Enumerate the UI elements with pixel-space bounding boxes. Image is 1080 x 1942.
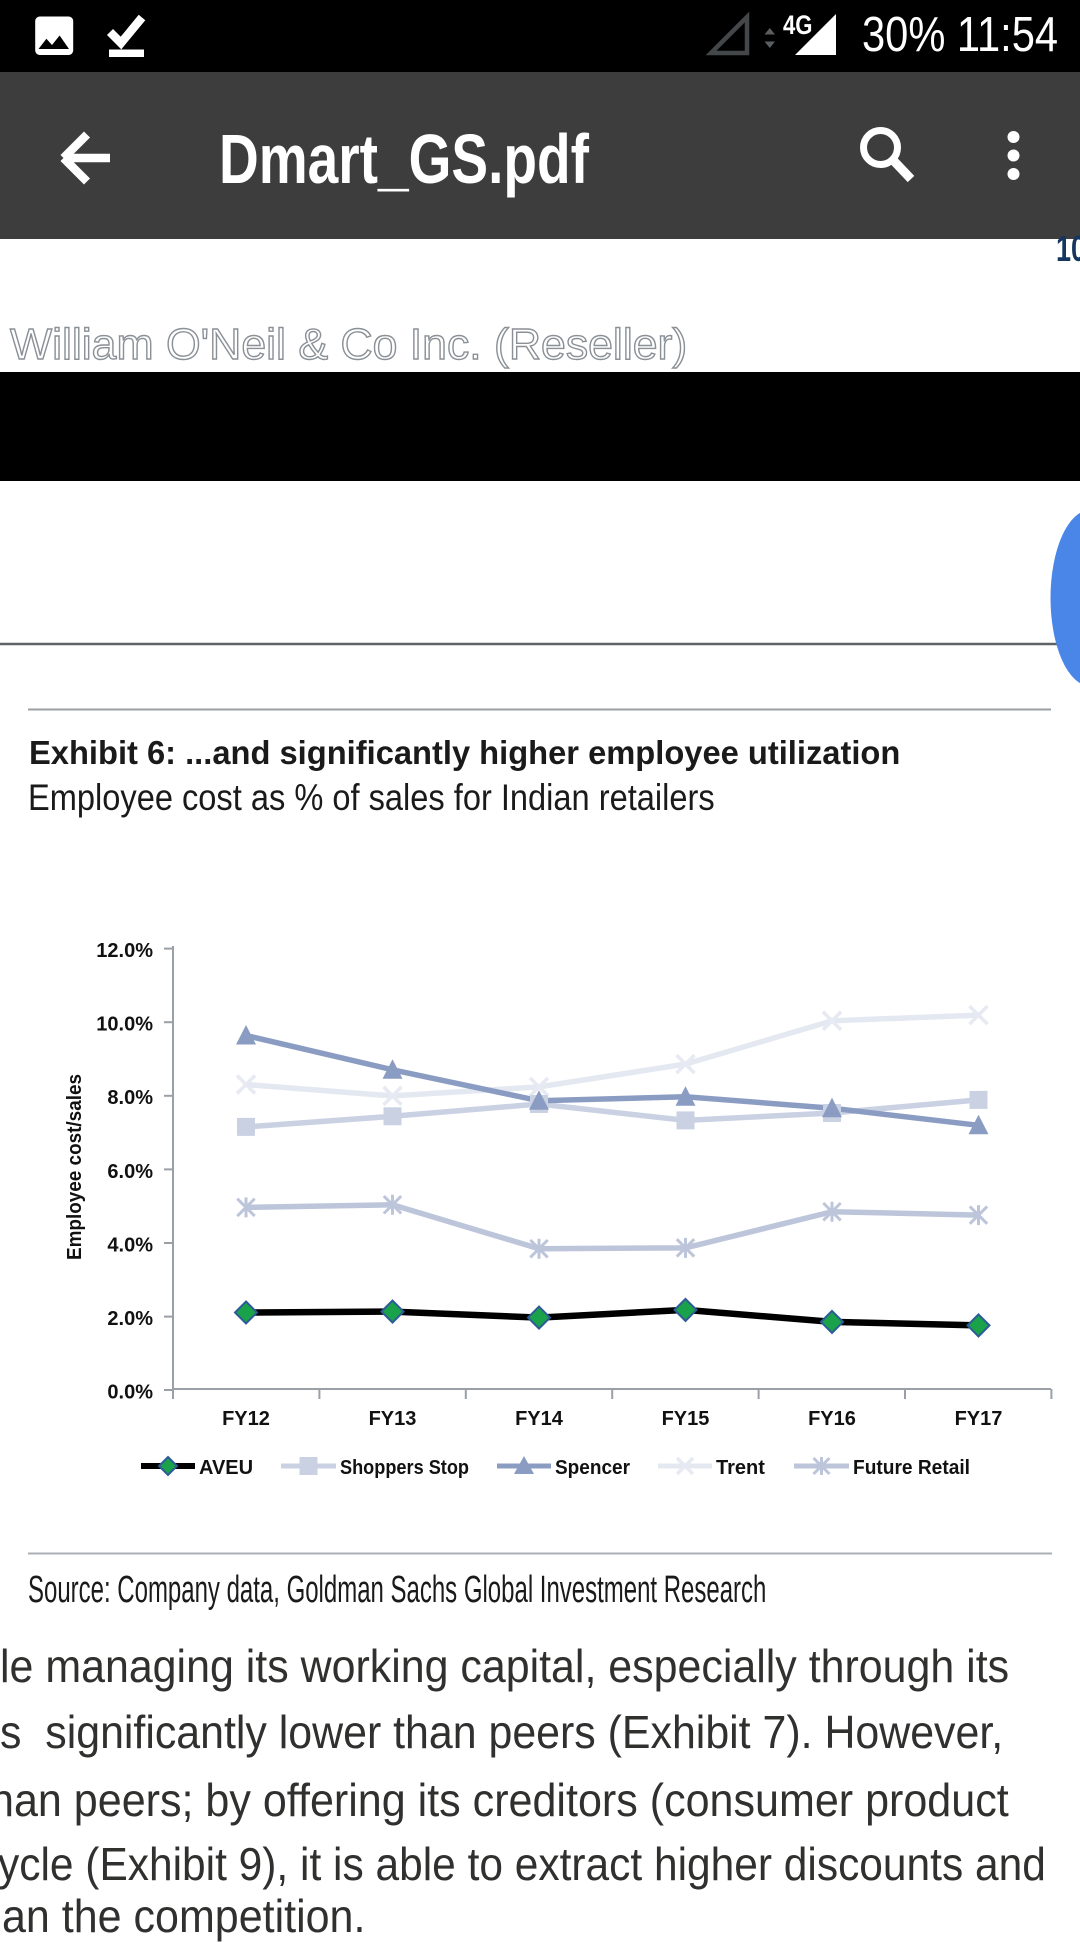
svg-text:Shoppers Stop: Shoppers Stop [340, 1457, 469, 1479]
svg-text:FY17: FY17 [955, 1408, 1003, 1430]
svg-text:FY16: FY16 [808, 1408, 856, 1430]
svg-text:8.0%: 8.0% [107, 1087, 153, 1109]
svg-text:10.0%: 10.0% [96, 1014, 153, 1036]
svg-text:6.0%: 6.0% [107, 1161, 153, 1183]
svg-text:2.0%: 2.0% [107, 1308, 153, 1330]
svg-text:Future Retail: Future Retail [853, 1457, 970, 1479]
svg-text:FY15: FY15 [662, 1408, 710, 1430]
svg-text:0.0%: 0.0% [107, 1381, 153, 1403]
svg-text:4.0%: 4.0% [107, 1234, 153, 1256]
svg-text:AVEU: AVEU [199, 1457, 253, 1479]
svg-text:Spencer: Spencer [555, 1457, 630, 1479]
svg-text:FY14: FY14 [515, 1408, 564, 1430]
svg-text:Trent: Trent [716, 1457, 765, 1479]
svg-text:FY13: FY13 [369, 1408, 417, 1430]
svg-text:12.0%: 12.0% [96, 940, 153, 962]
svg-text:FY12: FY12 [222, 1408, 270, 1430]
svg-text:Employee cost/sales: Employee cost/sales [64, 1074, 86, 1260]
